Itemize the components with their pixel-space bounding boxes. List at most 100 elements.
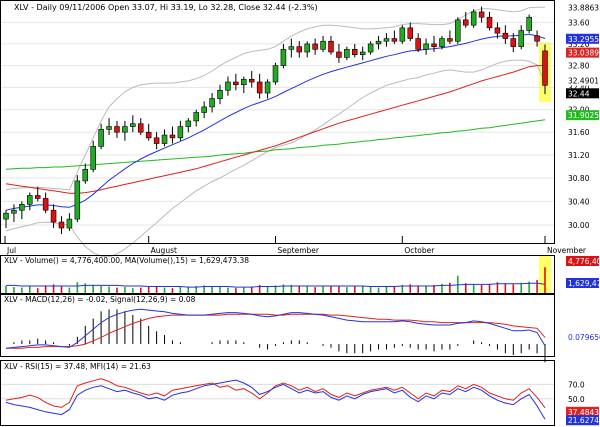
candle-up — [90, 146, 96, 170]
mfi-value: 21.6274 — [566, 415, 599, 426]
volume-bar — [108, 286, 110, 293]
month-label: September — [278, 246, 320, 255]
volume-bar — [457, 275, 459, 293]
candle-down — [352, 49, 358, 56]
macd-value-text: 0.079656 — [568, 333, 600, 342]
volume-value: 4,776,400 — [566, 256, 600, 266]
volume-bar — [464, 283, 467, 293]
candle-up — [106, 126, 112, 130]
volume-bar — [369, 287, 372, 293]
volume-bar — [266, 285, 269, 293]
volume-bar — [195, 285, 198, 293]
sma20-value-text: 33.2955 — [568, 35, 599, 44]
volume-bar — [84, 283, 87, 293]
sma20-value: 33.2955 — [566, 33, 599, 44]
rsi-grid — [1, 383, 554, 400]
volume-bar — [235, 288, 237, 293]
volume-bar — [496, 282, 499, 293]
candle-up — [130, 123, 136, 127]
price-tick-label: 31.60 — [568, 128, 590, 137]
rsi-value-bg — [566, 406, 599, 417]
volume-bar — [147, 287, 150, 293]
volume-bar — [480, 284, 483, 293]
volume-bar — [401, 284, 404, 293]
volume-bar — [258, 284, 261, 293]
bollinger-lower-line — [5, 59, 546, 258]
lower-band-value-text: 32.4901 — [568, 77, 599, 86]
candle-up — [66, 218, 73, 229]
month-label: October — [404, 246, 435, 255]
month-label: Jul — [6, 246, 16, 255]
volume-bar — [52, 284, 55, 293]
volume-bar — [203, 285, 205, 293]
volume-bar — [433, 284, 435, 293]
volume-bar — [21, 287, 23, 293]
candle-down — [50, 209, 57, 223]
volume-bar — [441, 283, 443, 293]
sma50-value: 33.0389 — [566, 47, 599, 58]
candle-up — [518, 30, 524, 47]
rsi-tick-label: 70.0 — [568, 380, 585, 389]
volume-bar — [282, 284, 285, 293]
volume-bar — [227, 287, 229, 293]
month-label: August — [151, 246, 177, 255]
volume-bar — [298, 285, 301, 293]
rsi-axis: 70.0 50.0 — [568, 380, 585, 403]
price-tick-label: 30.40 — [568, 197, 590, 206]
volume-bar — [155, 285, 158, 293]
candle-down — [407, 27, 414, 39]
candle-down — [296, 46, 303, 53]
price-tick-label: 31.20 — [568, 151, 590, 160]
volume-bar — [472, 284, 475, 293]
volume-bar — [274, 285, 277, 293]
macd-value-bg — [566, 332, 599, 342]
volume-bar — [290, 284, 293, 293]
candle-down — [328, 40, 334, 53]
candle-up — [304, 43, 310, 53]
rsi-panel-frame — [0, 360, 555, 426]
volume-bar — [76, 282, 79, 293]
candle-down — [137, 123, 144, 133]
candle-up — [367, 43, 374, 53]
volume-header: XLV - Volume() = 4,776,400.00, MA(Volume… — [4, 256, 249, 265]
candle-down — [510, 38, 517, 47]
volume-bar — [179, 287, 182, 293]
volume-bar — [528, 281, 530, 293]
price-tick-label: 33.60 — [568, 19, 590, 28]
volume-bar — [393, 285, 396, 293]
volume-bar — [346, 287, 348, 293]
volume-value-bg — [566, 256, 599, 266]
candle-up — [264, 81, 271, 94]
volume-bar — [5, 285, 7, 293]
macd-line — [5, 308, 546, 349]
volume-bar — [449, 282, 451, 293]
candle-down — [462, 19, 469, 26]
volume-bar — [163, 287, 166, 293]
volume-bar — [132, 288, 134, 293]
volume-bar — [409, 284, 412, 293]
macd-value: 0.079656 — [566, 332, 600, 342]
sma200-value: 31.9025 — [566, 110, 599, 121]
candle-up — [288, 46, 295, 50]
sma50-line — [5, 65, 545, 194]
volume-bar — [338, 285, 340, 293]
candle-up — [225, 81, 231, 91]
volume-bar — [219, 287, 221, 293]
volume-bar — [544, 267, 546, 293]
x-axis-labels: Jul August September October November — [6, 246, 587, 255]
candle-up — [161, 134, 168, 144]
rsi-mfi-lines — [5, 378, 546, 420]
volume-bar — [353, 286, 356, 293]
candlesticks — [3, 6, 548, 235]
rsi-header: XLV - RSI(15) = 37.48, MFI(14) = 21.63 — [4, 362, 151, 371]
rsi-tick-label: 50.0 — [568, 395, 585, 404]
price-tick-label: 30.80 — [568, 174, 590, 183]
candle-up — [280, 49, 287, 66]
candle-down — [153, 137, 160, 144]
close-value-bg — [566, 88, 599, 99]
rsi-line — [5, 378, 546, 409]
volume-bar — [242, 287, 245, 293]
rsi-value: 37.4843 — [566, 406, 599, 417]
